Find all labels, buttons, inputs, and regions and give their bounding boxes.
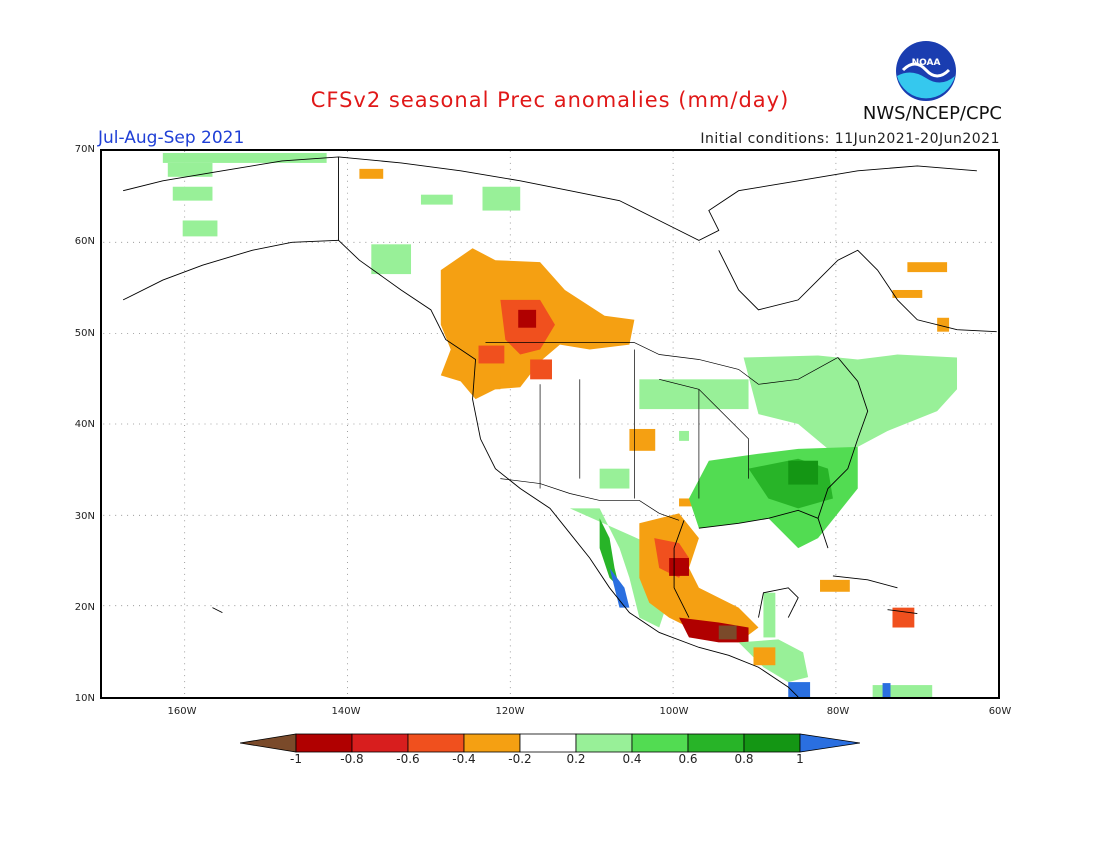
colorbar-label: 1 (796, 752, 804, 766)
colorbar-label: -0.4 (452, 752, 476, 766)
lat-label: 50N (74, 328, 95, 339)
coastlines (122, 156, 997, 697)
colorbar-label: 0.8 (734, 752, 754, 766)
lat-label: 30N (74, 511, 95, 522)
lat-label: 40N (74, 419, 95, 430)
colorbar-cell (240, 733, 297, 753)
chart-title: CFSv2 seasonal Prec anomalies (mm/day) (310, 88, 790, 112)
anomaly-shading (162, 152, 958, 697)
lon-label: 120W (495, 706, 525, 717)
agency-label: NWS/NCEP/CPC (862, 103, 1002, 124)
initial-conditions-label: Initial conditions: 11Jun2021-20Jun2021 (700, 131, 1000, 147)
colorbar-cell (743, 733, 801, 753)
colorbar-cell (463, 733, 521, 753)
lon-label: 100W (659, 706, 689, 717)
lon-label: 80W (826, 706, 850, 717)
colorbar-label: 0.4 (622, 752, 642, 766)
lon-label: 140W (331, 706, 361, 717)
colorbar-label: 0.2 (566, 752, 586, 766)
lat-label: 60N (74, 236, 95, 247)
colorbar-label: -0.6 (396, 752, 420, 766)
colorbar-label: -0.8 (340, 752, 364, 766)
lat-label: 20N (74, 602, 95, 613)
lon-label: 160W (167, 706, 197, 717)
colorbar-cell (295, 733, 353, 753)
colorbar-cell (351, 733, 409, 753)
colorbar-cell (519, 733, 577, 753)
lon-label: 60W (988, 706, 1012, 717)
lat-label: 10N (74, 693, 95, 704)
season-label: Jul-Aug-Sep 2021 (98, 128, 245, 148)
noaa-logo: NOAA (896, 41, 956, 101)
colorbar-cell (687, 733, 745, 753)
colorbar-cell (631, 733, 689, 753)
colorbar-cell (575, 733, 633, 753)
lat-label: 70N (74, 144, 95, 155)
colorbar-label: 0.6 (678, 752, 698, 766)
political-borders (485, 342, 839, 521)
colorbar-label: -0.2 (508, 752, 532, 766)
colorbar-cell (799, 733, 860, 753)
colorbar (240, 733, 860, 753)
logo-text: NOAA (912, 58, 941, 68)
colorbar-cell (407, 733, 465, 753)
colorbar-label: -1 (290, 752, 302, 766)
precip-anomaly-map (100, 149, 1000, 699)
